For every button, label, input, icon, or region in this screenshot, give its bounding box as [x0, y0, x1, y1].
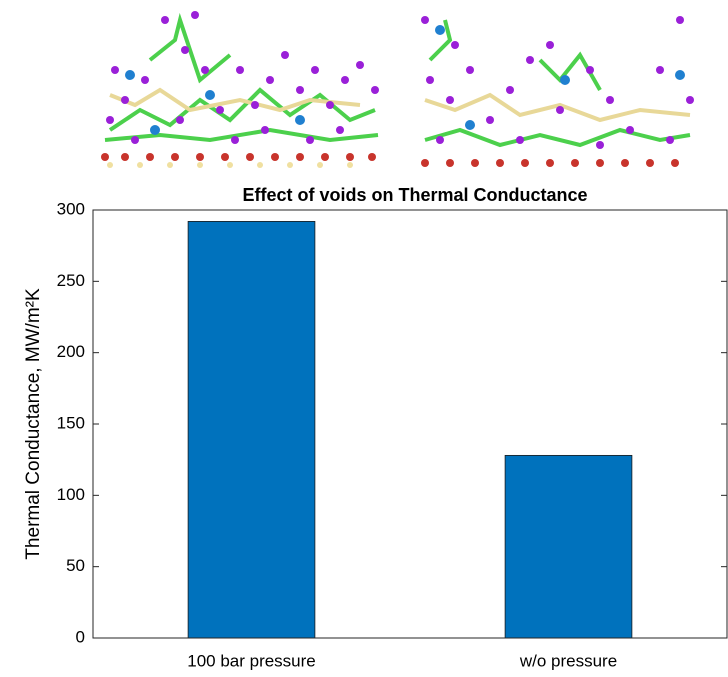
- chart-title: Effect of voids on Thermal Conductance: [242, 185, 587, 205]
- molecule-image-left: [101, 11, 379, 168]
- y-tick-label: 0: [76, 627, 85, 646]
- bar: [504, 454, 633, 639]
- bar: [187, 221, 316, 639]
- x-tick-label: 100 bar pressure: [187, 651, 316, 670]
- axes-box: [92, 209, 728, 639]
- y-tick-label: 100: [57, 485, 85, 504]
- y-tick-label: 200: [57, 342, 85, 361]
- x-tick-label: w/o pressure: [519, 651, 617, 670]
- molecule-image-right: [421, 16, 694, 167]
- y-tick-label: 250: [57, 271, 85, 290]
- y-tick-label: 150: [57, 413, 85, 432]
- y-tick-label: 50: [66, 556, 85, 575]
- y-tick-label: 300: [57, 199, 85, 218]
- y-axis-label: Thermal Conductance, MW/m²K: [23, 288, 44, 560]
